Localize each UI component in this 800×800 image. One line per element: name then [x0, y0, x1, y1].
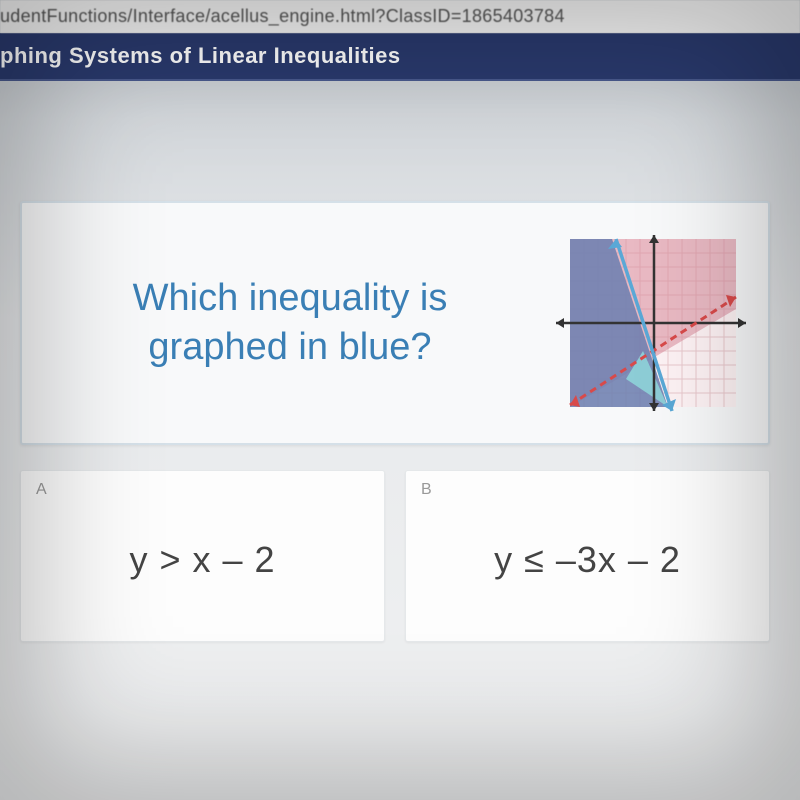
question-line-2: graphed in blue? — [148, 326, 431, 368]
question-card: Which inequality is graphed in blue? — [20, 201, 770, 445]
answer-expression-a: y > x – 2 — [36, 539, 369, 581]
answer-label-a: A — [36, 481, 369, 499]
inequality-graph — [548, 233, 748, 413]
question-line-1: Which inequality is — [133, 277, 448, 319]
workspace: Which inequality is graphed in blue? — [0, 81, 800, 662]
url-bar: udentFunctions/Interface/acellus_engine.… — [0, 0, 800, 33]
answer-choices: A y > x – 2 B y ≤ –3x – 2 — [20, 470, 770, 642]
answer-option-b[interactable]: B y ≤ –3x – 2 — [405, 470, 770, 642]
question-prompt: Which inequality is graphed in blue? — [42, 274, 528, 373]
lesson-title-bar: phing Systems of Linear Inequalities — [0, 33, 800, 79]
answer-option-a[interactable]: A y > x – 2 — [20, 470, 385, 642]
answer-expression-b: y ≤ –3x – 2 — [421, 539, 754, 581]
answer-label-b: B — [421, 481, 754, 499]
